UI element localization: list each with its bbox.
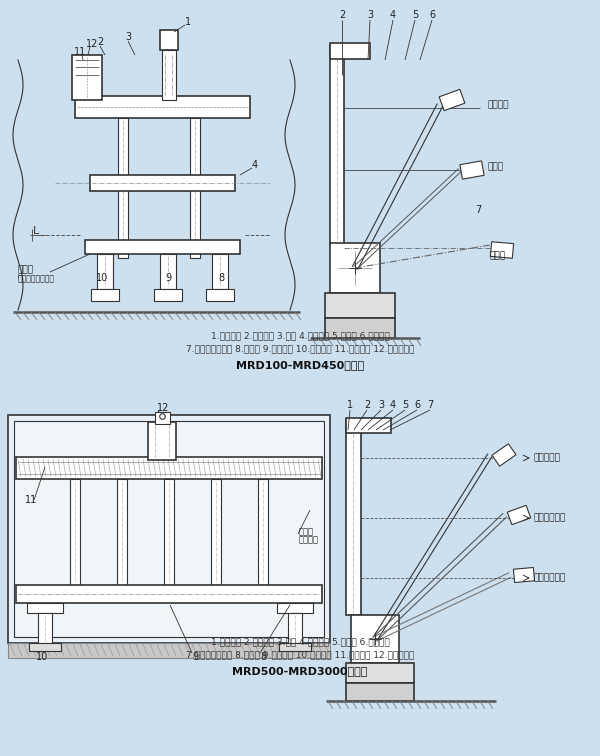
Text: 1.驱动系统 2.升降机构 3.机架 4.水平连杆 5.长连杆 6.挡活浮筒: 1.驱动系统 2.升降机构 3.机架 4.水平连杆 5.长连杆 6.挡活浮筒	[211, 637, 389, 646]
Bar	[160, 30, 178, 50]
Text: 5: 5	[402, 400, 408, 410]
Text: 8: 8	[218, 273, 224, 283]
Bar	[148, 422, 176, 460]
Polygon shape	[490, 242, 514, 259]
Bar	[325, 318, 395, 338]
Bar	[190, 118, 200, 258]
Bar	[346, 663, 414, 683]
Text: 1.驱动系统 2.升降机构 3.机架 4.水平连杆 5.长连杆 6.挡活浮筒: 1.驱动系统 2.升降机构 3.机架 4.水平连杆 5.长连杆 6.挡活浮筒	[211, 331, 389, 340]
Bar	[16, 457, 322, 479]
Bar	[330, 243, 380, 293]
Bar	[346, 418, 391, 433]
Bar	[164, 479, 174, 585]
Text: （超高位）: （超高位）	[533, 454, 560, 463]
Bar	[330, 45, 344, 245]
Bar	[160, 254, 176, 289]
Text: （最高水位）: （最高水位）	[533, 513, 565, 522]
Bar	[8, 415, 330, 643]
Text: MRD100-MRD450外形图: MRD100-MRD450外形图	[236, 360, 364, 370]
Text: （最低水位）: （最低水位）	[533, 574, 565, 583]
Bar	[155, 412, 170, 424]
Text: 3: 3	[125, 32, 131, 42]
Text: 6: 6	[429, 10, 435, 20]
Bar	[85, 240, 240, 254]
Text: 外接管: 外接管	[18, 265, 34, 274]
Text: 11: 11	[25, 495, 37, 505]
Text: 2: 2	[364, 400, 370, 410]
Text: 7.出水堇及污水管 8.旋转套 9.出水总管 10.水下轴承 11.液位探针 12.系统控制柜: 7.出水堇及污水管 8.旋转套 9.出水总管 10.水下轴承 11.液位探针 1…	[186, 650, 414, 659]
Bar	[8, 643, 330, 658]
Text: 外接管: 外接管	[299, 528, 314, 537]
Bar	[118, 118, 128, 258]
Text: 5: 5	[412, 10, 418, 20]
Bar	[90, 175, 235, 191]
Bar	[346, 420, 361, 615]
Text: 7.出水堇及污水管 8.旋转套 9.出水总管 10.水下轴承 11.液位探针 12.系统控制柜: 7.出水堇及污水管 8.旋转套 9.出水总管 10.水下轴承 11.液位探针 1…	[186, 345, 414, 354]
Text: 低水位: 低水位	[490, 252, 506, 261]
Bar	[212, 254, 228, 289]
Bar	[75, 96, 250, 118]
Text: 9: 9	[192, 652, 198, 662]
Text: 3: 3	[378, 400, 384, 410]
Bar	[14, 421, 324, 637]
Bar	[325, 293, 395, 318]
Polygon shape	[460, 161, 484, 179]
Text: 3: 3	[367, 10, 373, 20]
Text: 8: 8	[260, 652, 266, 662]
Text: 1: 1	[347, 400, 353, 410]
Text: 7: 7	[475, 205, 481, 215]
Bar	[91, 289, 119, 301]
Text: 高水位: 高水位	[487, 163, 503, 172]
Bar	[38, 613, 52, 643]
Text: 10: 10	[96, 273, 108, 283]
Text: L: L	[33, 226, 39, 236]
Text: 标准配置用户自备: 标准配置用户自备	[18, 274, 55, 284]
Text: 11: 11	[74, 47, 86, 57]
Polygon shape	[508, 505, 530, 525]
Text: 超高位置: 超高位置	[487, 101, 509, 110]
Bar	[211, 479, 221, 585]
Text: MRD500-MRD3000外形图: MRD500-MRD3000外形图	[232, 666, 368, 676]
Polygon shape	[492, 444, 516, 466]
Bar	[288, 613, 302, 643]
Bar	[346, 683, 414, 701]
Text: 2: 2	[97, 37, 103, 47]
Text: 用户自备: 用户自备	[299, 535, 319, 544]
Bar	[351, 615, 399, 663]
Text: 1: 1	[185, 17, 191, 27]
Bar	[258, 479, 268, 585]
Text: 4: 4	[390, 400, 396, 410]
Bar	[117, 479, 127, 585]
Text: 2: 2	[339, 10, 345, 20]
Polygon shape	[514, 568, 535, 583]
Bar	[72, 55, 102, 100]
Bar	[27, 603, 63, 613]
Bar	[70, 479, 80, 585]
Bar	[330, 43, 370, 59]
Bar	[279, 643, 311, 651]
Bar	[29, 643, 61, 651]
Polygon shape	[439, 89, 465, 110]
Text: 12: 12	[86, 39, 98, 49]
Bar	[162, 50, 176, 100]
Bar	[154, 289, 182, 301]
Bar	[16, 585, 322, 603]
Bar	[277, 603, 313, 613]
Text: 12: 12	[157, 403, 169, 413]
Text: 4: 4	[252, 160, 258, 170]
Text: 10: 10	[36, 652, 48, 662]
Bar	[206, 289, 234, 301]
Text: 6: 6	[414, 400, 420, 410]
Text: 9: 9	[165, 273, 171, 283]
Text: 4: 4	[390, 10, 396, 20]
Bar	[97, 254, 113, 289]
Text: 7: 7	[427, 400, 433, 410]
